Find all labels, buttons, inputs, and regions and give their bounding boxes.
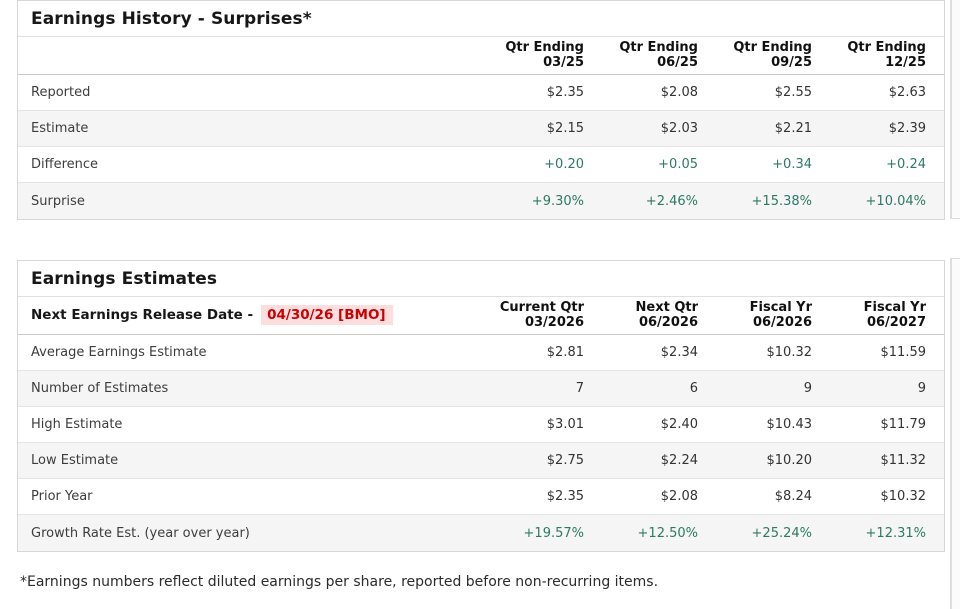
column-header-next-qtr: Next Qtr 06/2026 xyxy=(635,300,699,330)
cell-value: +19.57% xyxy=(523,525,584,541)
earnings-estimates-title: Earnings Estimates xyxy=(18,261,944,297)
cell-value: $2.24 xyxy=(660,453,698,468)
row-label: Estimate xyxy=(31,121,89,136)
table-row-high-estimate: High Estimate $3.01 $2.40 $10.43 $11.79 xyxy=(18,407,944,443)
cell-value: $10.43 xyxy=(766,417,813,432)
row-label: Growth Rate Est. (year over year) xyxy=(31,525,250,541)
table-row-prior-year: Prior Year $2.35 $2.08 $8.24 $10.32 xyxy=(18,479,944,515)
cell-value: $2.08 xyxy=(660,85,698,100)
next-earnings-release-label: Next Earnings Release Date - xyxy=(31,307,254,323)
row-label: Average Earnings Estimate xyxy=(31,345,207,360)
row-label: Reported xyxy=(31,85,91,100)
earnings-estimates-header-row: Next Earnings Release Date - 04/30/26 [B… xyxy=(18,297,944,335)
next-earnings-release-date: 04/30/26 [BMO] xyxy=(261,305,393,325)
table-row-estimate: Estimate $2.15 $2.03 $2.21 $2.39 xyxy=(18,111,944,147)
row-label: Prior Year xyxy=(31,489,93,504)
row-label: Low Estimate xyxy=(31,453,119,468)
row-label: High Estimate xyxy=(31,417,123,432)
cell-value: $2.34 xyxy=(660,345,698,360)
cell-value: $2.15 xyxy=(546,121,584,136)
cell-value: +12.50% xyxy=(637,525,698,541)
cell-value: $2.55 xyxy=(774,85,812,100)
content-column: Earnings History - Surprises* Qtr Ending… xyxy=(17,0,945,590)
side-panel-edge-top xyxy=(950,0,960,219)
row-label: Difference xyxy=(31,157,99,172)
cell-value: +9.30% xyxy=(531,193,584,209)
cell-value: $2.75 xyxy=(546,453,584,468)
cell-value: $10.20 xyxy=(766,453,813,468)
cell-value: +0.24 xyxy=(886,157,926,172)
column-header-current-qtr: Current Qtr 03/2026 xyxy=(499,300,584,330)
table-row-average-earnings-estimate: Average Earnings Estimate $2.81 $2.34 $1… xyxy=(18,335,944,371)
cell-value: $11.79 xyxy=(880,417,927,432)
cell-value: 9 xyxy=(803,381,812,396)
table-row-difference: Difference +0.20 +0.05 +0.34 +0.24 xyxy=(18,147,944,183)
row-label: Number of Estimates xyxy=(31,381,169,396)
cell-value: $10.32 xyxy=(880,489,927,504)
cell-value: 7 xyxy=(575,381,584,396)
table-row-number-of-estimates: Number of Estimates 7 6 9 9 xyxy=(18,371,944,407)
next-earnings-release: Next Earnings Release Date - 04/30/26 [B… xyxy=(31,305,470,325)
table-row-low-estimate: Low Estimate $2.75 $2.24 $10.20 $11.32 xyxy=(18,443,944,479)
cell-value: +0.20 xyxy=(544,157,584,172)
earnings-history-title: Earnings History - Surprises* xyxy=(18,1,944,37)
column-header-qtr-1225: Qtr Ending 12/25 xyxy=(847,40,926,70)
column-header-qtr-0325: Qtr Ending 03/25 xyxy=(505,40,584,70)
cell-value: $3.01 xyxy=(546,417,584,432)
cell-value: +25.24% xyxy=(751,525,812,541)
table-row-growth-rate-est: Growth Rate Est. (year over year) +19.57… xyxy=(18,515,944,551)
side-panel-edge-bottom xyxy=(950,258,960,609)
row-label: Surprise xyxy=(31,193,85,209)
cell-value: $2.35 xyxy=(546,489,584,504)
column-header-qtr-0625: Qtr Ending 06/25 xyxy=(619,40,698,70)
cell-value: $2.40 xyxy=(660,417,698,432)
cell-value: +15.38% xyxy=(751,193,812,209)
cell-value: 6 xyxy=(689,381,698,396)
column-header-fiscal-yr-2027: Fiscal Yr 06/2027 xyxy=(863,300,926,330)
cell-value: +12.31% xyxy=(865,525,926,541)
cell-value: $2.39 xyxy=(888,121,926,136)
cell-value: $11.59 xyxy=(880,345,927,360)
earnings-history-header-row: Qtr Ending 03/25 Qtr Ending 06/25 Qtr En… xyxy=(18,37,944,75)
table-row-surprise: Surprise +9.30% +2.46% +15.38% +10.04% xyxy=(18,183,944,219)
cell-value: $11.32 xyxy=(880,453,927,468)
column-header-qtr-0925: Qtr Ending 09/25 xyxy=(733,40,812,70)
cell-value: $2.08 xyxy=(660,489,698,504)
cell-value: $10.32 xyxy=(766,345,813,360)
cell-value: +10.04% xyxy=(865,193,926,209)
cell-value: 9 xyxy=(917,381,926,396)
cell-value: $2.21 xyxy=(774,121,812,136)
cell-value: $2.81 xyxy=(546,345,584,360)
earnings-history-card: Earnings History - Surprises* Qtr Ending… xyxy=(17,0,945,220)
cell-value: +2.46% xyxy=(645,193,698,209)
cell-value: $2.35 xyxy=(546,85,584,100)
cell-value: $2.63 xyxy=(888,85,926,100)
column-header-fiscal-yr-2026: Fiscal Yr 06/2026 xyxy=(749,300,812,330)
cell-value: $2.03 xyxy=(660,121,698,136)
cell-value: +0.05 xyxy=(658,157,698,172)
cell-value: +0.34 xyxy=(772,157,812,172)
table-row-reported: Reported $2.35 $2.08 $2.55 $2.63 xyxy=(18,75,944,111)
cell-value: $8.24 xyxy=(774,489,812,504)
earnings-footnote: *Earnings numbers reflect diluted earnin… xyxy=(20,574,659,590)
earnings-estimates-card: Earnings Estimates Next Earnings Release… xyxy=(17,260,945,552)
